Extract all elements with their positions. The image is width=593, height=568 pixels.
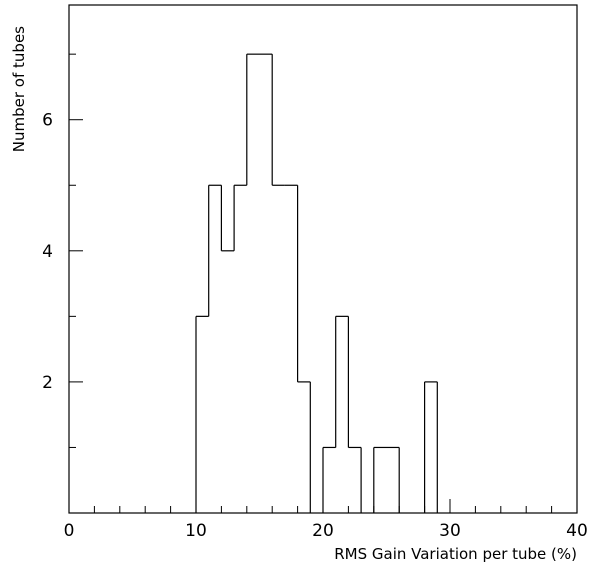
x-tick-label: 10: [185, 521, 207, 541]
x-tick-label: 0: [64, 521, 75, 541]
histogram-bins: [195, 53, 438, 513]
x-tick-label: 20: [312, 521, 334, 541]
axis-ticks: [68, 53, 578, 513]
plot-frame: [68, 4, 578, 514]
x-axis-label: RMS Gain Variation per tube (%): [334, 545, 577, 563]
y-tick-label: 4: [42, 242, 53, 262]
y-axis-label: Number of tubes: [10, 26, 28, 152]
x-tick-label: 40: [566, 521, 588, 541]
tick-labels: 0 10 20 30 40 2 4 6: [42, 111, 588, 541]
y-tick-label: 6: [42, 111, 53, 131]
y-tick-label: 2: [42, 373, 53, 393]
x-tick-label: 30: [439, 521, 461, 541]
